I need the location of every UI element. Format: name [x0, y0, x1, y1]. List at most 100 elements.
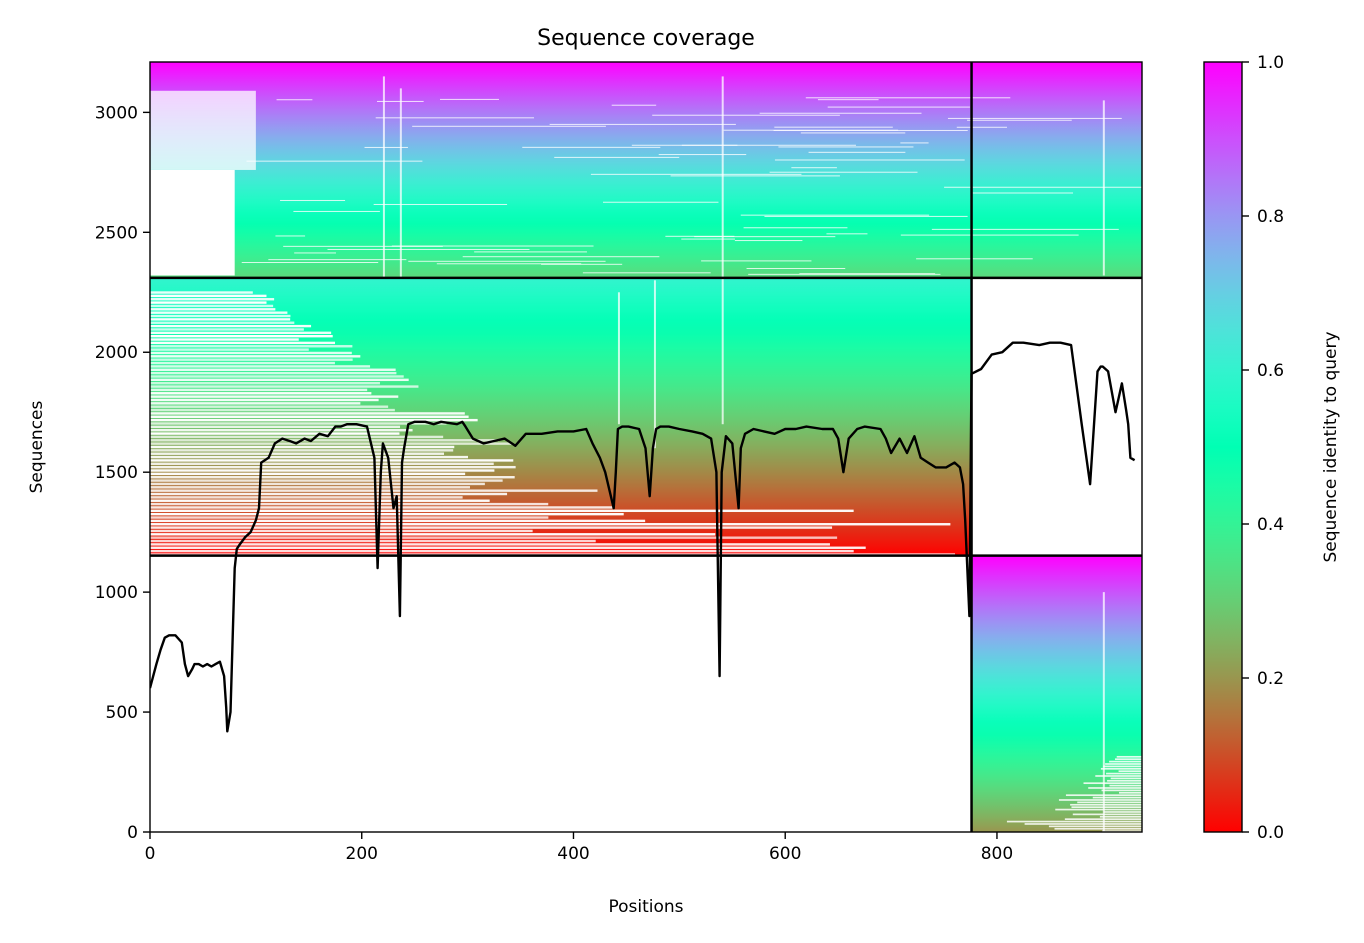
heatmap-gap	[150, 314, 291, 318]
heatmap-gap	[694, 236, 836, 238]
heatmap-gap	[150, 294, 267, 298]
heatmap-gap	[150, 341, 336, 345]
y-axis-label: Sequences	[27, 401, 47, 494]
heatmap-gap	[150, 442, 512, 445]
heatmap-gap	[150, 445, 455, 449]
heatmap-gap	[150, 523, 951, 526]
heatmap-gap	[931, 228, 1119, 230]
heatmap-gap	[1070, 803, 1142, 806]
heatmap-gap	[522, 146, 661, 148]
heatmap-gap	[382, 76, 385, 278]
colorbar-tick-label: 0.0	[1257, 823, 1284, 843]
y-tick-label: 500	[106, 703, 138, 723]
heatmap-gap	[150, 425, 401, 429]
heatmap-gap	[774, 159, 965, 161]
heatmap-gap	[1106, 772, 1142, 775]
colorbar-label: Sequence identity to query	[1321, 331, 1341, 562]
heatmap-gap	[150, 479, 503, 482]
heatmap-gap	[150, 402, 361, 405]
heatmap-gap	[774, 126, 893, 128]
heatmap-gap	[150, 304, 274, 308]
heatmap-gap	[150, 455, 468, 459]
heatmap-gap	[150, 338, 299, 341]
y-tick-label: 1500	[95, 463, 138, 483]
heatmap-gap	[150, 321, 295, 324]
heatmap-gap	[1114, 758, 1142, 761]
heatmap-gap	[734, 240, 803, 242]
heatmap-gap	[440, 98, 499, 100]
heatmap-gap	[150, 543, 830, 546]
y-tick-label: 0	[127, 823, 138, 843]
heatmap-gap	[150, 435, 444, 439]
heatmap-gap	[900, 142, 929, 144]
heatmap-gap	[150, 381, 380, 385]
heatmap-gap	[150, 351, 352, 355]
heatmap-gap	[150, 462, 494, 465]
heatmap-gap	[1102, 830, 1142, 832]
heatmap-gap	[1058, 799, 1142, 801]
colorbar-ticks: 0.0 0.2 0.4 0.6 0.8 1.0	[1242, 53, 1284, 843]
heatmap-gap	[1055, 808, 1142, 811]
heatmap-gap	[1103, 765, 1142, 768]
heatmap-gap	[900, 234, 1079, 236]
heatmap-gap	[327, 248, 530, 250]
heatmap-gap	[956, 126, 1008, 128]
heatmap-gap	[150, 408, 395, 412]
heatmap-gap	[916, 258, 1033, 260]
y-tick-label: 1000	[95, 583, 138, 603]
heatmap-gap	[373, 203, 508, 205]
heatmap-gap	[967, 119, 1072, 121]
heatmap-gap	[150, 509, 854, 513]
heatmap-gap	[283, 245, 443, 247]
heatmap-gap	[611, 104, 657, 106]
heatmap-gap	[474, 251, 587, 253]
colorbar-tick-label: 0.2	[1257, 669, 1284, 689]
heatmap-gap	[150, 516, 549, 519]
heatmap-gap	[1119, 791, 1142, 794]
heatmap-gap	[740, 214, 930, 216]
heatmap-gap	[746, 268, 846, 270]
heatmap-gap	[150, 301, 267, 304]
x-tick-label: 400	[557, 844, 589, 864]
heatmap-gap	[826, 233, 868, 235]
heatmap-gap	[150, 365, 371, 368]
heatmap-gap	[150, 469, 495, 472]
heatmap-gap	[150, 371, 397, 375]
heatmap-gap	[436, 263, 582, 265]
x-tick-label: 800	[981, 844, 1013, 864]
heatmap-gap	[268, 259, 407, 261]
heatmap-gap	[769, 171, 918, 173]
y-axis: 0 500 1000 1500 2000 2500 3000	[95, 103, 150, 843]
heatmap-gap	[748, 273, 941, 275]
heatmap-gap	[150, 499, 490, 502]
heatmap-gap	[1102, 592, 1105, 832]
colorbar-tick-label: 1.0	[1257, 53, 1284, 73]
heatmap-gap	[376, 100, 424, 102]
heatmap-gap	[150, 375, 404, 378]
heatmap-gap	[150, 361, 335, 365]
heatmap-gap	[150, 418, 478, 422]
heatmap-gap	[150, 482, 485, 486]
heatmap-gap	[150, 385, 419, 388]
heatmap-gap	[1116, 755, 1142, 758]
heatmap-gap	[150, 422, 447, 425]
heatmap-gap	[150, 392, 372, 395]
heatmap-gap	[150, 486, 470, 489]
heatmap-gap	[1048, 825, 1142, 828]
heatmap-gap	[541, 263, 623, 265]
heatmap-gaps	[150, 76, 1142, 832]
colorbar-tick-label: 0.4	[1257, 515, 1284, 535]
heatmap-gap	[791, 167, 837, 169]
heatmap-gap	[150, 492, 508, 496]
heatmap-gap	[150, 546, 866, 549]
y-tick-label: 2500	[95, 223, 138, 243]
heatmap-gap	[1100, 767, 1142, 770]
heatmap-gap	[150, 476, 515, 479]
heatmap-gap	[150, 496, 463, 499]
heatmap-gap	[150, 358, 353, 361]
heatmap-gap	[602, 201, 719, 203]
heatmap-gap	[150, 388, 368, 392]
heatmap-gap	[412, 125, 606, 127]
heatmap-gap	[150, 536, 838, 539]
heatmap-gap	[150, 539, 596, 543]
